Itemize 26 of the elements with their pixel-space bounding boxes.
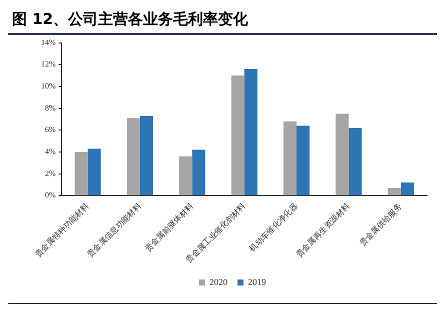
y-tick-label: 12% (40, 60, 56, 69)
bar (283, 121, 297, 196)
y-tick-label: 10% (40, 82, 56, 91)
bar (388, 188, 401, 196)
y-tick-label: 14% (40, 38, 56, 47)
bar (126, 118, 140, 196)
y-tick-label: 6% (44, 125, 56, 134)
bar (192, 150, 206, 196)
bar (296, 126, 310, 196)
bar (231, 76, 244, 196)
legend-label: 2020 (210, 276, 228, 287)
bar (179, 156, 192, 196)
bar (88, 148, 101, 196)
y-tick-label: 0% (44, 190, 56, 200)
chart-title: 图 12、公司主营各业务毛利率变化 (8, 8, 437, 35)
bar (400, 182, 414, 196)
x-tick-label: 贵金属供给服务 (358, 202, 404, 248)
y-tick-label: 8% (44, 103, 56, 112)
y-tick-label: 4% (44, 147, 56, 156)
bar (74, 152, 88, 196)
legend-label: 2019 (248, 276, 266, 287)
bar (336, 114, 349, 196)
bar (244, 69, 258, 196)
bar (140, 116, 153, 196)
y-tick-label: 2% (44, 168, 56, 178)
bar (348, 128, 362, 196)
